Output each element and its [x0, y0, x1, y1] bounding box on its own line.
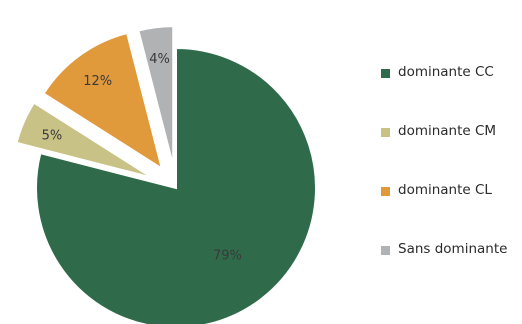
slice-value-label: 12%: [83, 74, 112, 89]
slice-value-label: 4%: [149, 52, 170, 67]
legend-swatch: [381, 246, 390, 255]
legend-label: Sans dominante: [398, 241, 508, 257]
legend-swatch: [381, 187, 390, 196]
legend-label: dominante CC: [398, 64, 494, 80]
legend-swatch: [381, 128, 390, 137]
pie-slice-2: [15, 101, 153, 179]
legend-label: dominante CM: [398, 123, 497, 139]
pie-chart: 79% 5% 12% 4%: [15, 25, 317, 324]
legend-swatch: [381, 69, 390, 78]
slice-value-label: 5%: [42, 128, 63, 143]
pie-slice-3: [42, 31, 164, 171]
slice-value-label: 79%: [213, 248, 242, 263]
pie-slice-4: [137, 25, 175, 167]
legend-label: dominante CL: [398, 182, 492, 198]
pie-slice-1: [35, 46, 317, 324]
